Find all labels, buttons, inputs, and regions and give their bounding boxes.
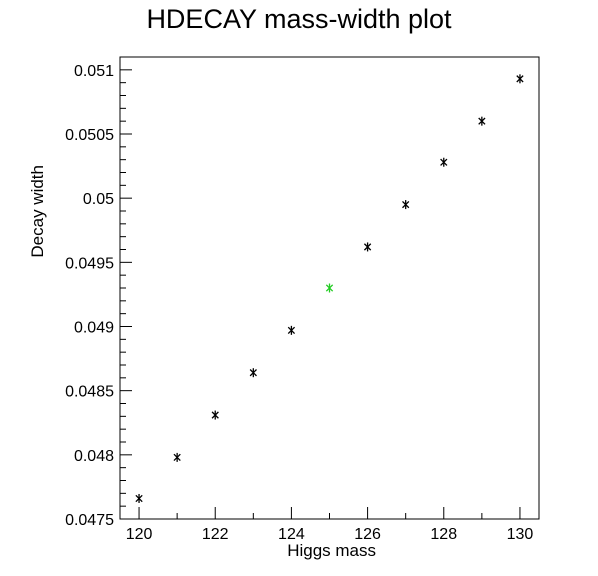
data-points bbox=[135, 74, 524, 503]
x-axis-label: Higgs mass bbox=[287, 541, 376, 560]
data-point bbox=[135, 493, 143, 503]
y-tick-label: 0.0495 bbox=[65, 255, 114, 272]
y-tick-label: 0.0485 bbox=[65, 384, 114, 401]
x-tick-label: 126 bbox=[354, 526, 381, 543]
y-axis-label: Decay width bbox=[28, 165, 47, 258]
data-point bbox=[287, 325, 296, 335]
y-tick-label: 0.05 bbox=[83, 191, 114, 208]
data-point-highlighted bbox=[325, 283, 334, 293]
y-tick-label: 0.049 bbox=[74, 320, 114, 337]
x-tick-label: 128 bbox=[430, 526, 457, 543]
data-point bbox=[363, 242, 372, 252]
y-tick-label: 0.048 bbox=[74, 448, 114, 465]
data-point bbox=[211, 410, 219, 420]
y-tick-label: 0.0475 bbox=[65, 512, 114, 529]
chart-title: HDECAY mass-width plot bbox=[146, 4, 452, 34]
data-point bbox=[402, 200, 410, 210]
y-tick-label: 0.051 bbox=[74, 63, 114, 80]
x-tick-label: 120 bbox=[126, 526, 153, 543]
x-tick-label: 124 bbox=[278, 526, 305, 543]
x-tick-label: 130 bbox=[507, 526, 534, 543]
data-point bbox=[249, 368, 257, 378]
data-point bbox=[478, 116, 486, 126]
x-tick-label: 122 bbox=[202, 526, 229, 543]
data-point bbox=[440, 157, 448, 167]
data-point bbox=[516, 74, 524, 84]
y-tick-label: 0.0505 bbox=[65, 127, 114, 144]
data-point bbox=[173, 452, 181, 462]
axis-ticks: 120 122 124 126 128 130 0.0475 0.048 0.0485 0.049… bbox=[65, 56, 534, 543]
